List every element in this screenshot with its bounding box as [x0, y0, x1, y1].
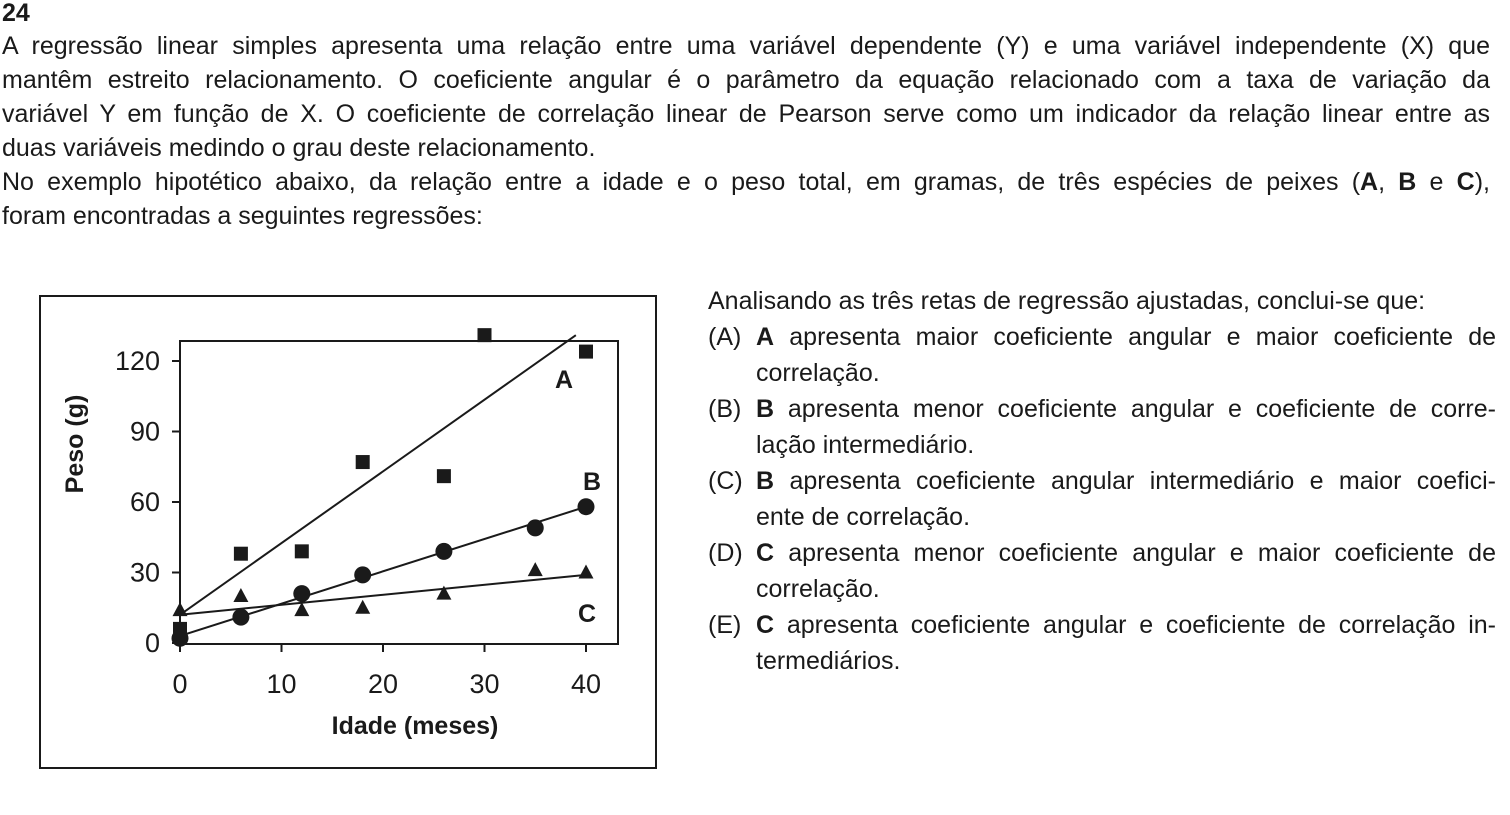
- example-line: foram encontradas a seguintes regressões…: [2, 202, 483, 230]
- option-text: B apresenta coeficiente angular intermed…: [756, 463, 1496, 535]
- option-line-text: apresenta menor coeficiente angular e co…: [774, 395, 1496, 423]
- answer-option-d[interactable]: (D) C apresenta menor coeficiente angular…: [708, 535, 1496, 607]
- option-label: (C): [708, 467, 743, 495]
- regression-line-a: [179, 334, 577, 616]
- species-a-letter: A: [1360, 168, 1379, 196]
- y-tick-label: 90: [130, 417, 160, 447]
- species-b-letter: B: [1398, 168, 1417, 196]
- option-line: B apresenta menor coeficiente angular e …: [756, 391, 1496, 427]
- point-b: [526, 519, 544, 537]
- point-a: [579, 344, 593, 359]
- option-line: correlação.: [756, 575, 880, 603]
- point-c: [578, 564, 594, 579]
- point-b: [293, 585, 311, 603]
- answer-option-c[interactable]: (C) B apresenta coeficiente angular inter…: [708, 463, 1496, 535]
- option-text: C apresenta coeficiente angular e coefic…: [756, 607, 1496, 679]
- point-a: [436, 469, 451, 484]
- option-text: B apresenta menor coeficiente angular e …: [756, 391, 1496, 463]
- option-line: termediários.: [756, 647, 901, 675]
- answer-option-e[interactable]: (E) C apresenta coeficiente angular e coe…: [708, 607, 1496, 679]
- option-line: correlação.: [756, 359, 880, 387]
- example-line: No exemplo hipotético abaixo, da relação…: [2, 165, 1490, 199]
- species-c-letter: C: [1456, 168, 1475, 196]
- answer-option-b[interactable]: (B) B apresenta menor coeficiente angular…: [708, 391, 1496, 463]
- answer-options: Analisando as três retas de regressão aj…: [708, 283, 1496, 679]
- series-label-a: A: [555, 366, 573, 394]
- y-tick-label: 30: [130, 558, 160, 588]
- x-tick-label: 30: [469, 669, 499, 699]
- option-line: A apresenta maior coeficiente angular e …: [756, 319, 1496, 355]
- answer-option-a[interactable]: (A) A apresenta maior coeficiente angular…: [708, 319, 1496, 391]
- option-label: (A): [708, 323, 742, 351]
- example-text: No exemplo hipotético abaixo, da relação…: [2, 168, 1361, 196]
- option-species-letter: C: [756, 611, 775, 639]
- example-text: ,: [1378, 168, 1399, 196]
- point-c: [172, 602, 188, 617]
- point-a: [294, 544, 309, 559]
- option-text: A apresenta maior coeficiente angular e …: [756, 319, 1496, 391]
- point-b: [171, 629, 189, 647]
- option-label: (B): [708, 395, 742, 423]
- option-line-text: apresenta menor coeficiente angular e ma…: [774, 539, 1496, 567]
- point-c: [294, 602, 310, 617]
- option-line: C apresenta menor coeficiente angular e …: [756, 535, 1496, 571]
- option-label: (D): [708, 539, 743, 567]
- point-c: [527, 562, 543, 577]
- y-tick-label: 120: [115, 346, 160, 376]
- point-b: [232, 608, 250, 626]
- point-b: [435, 542, 453, 560]
- regression-chart-svg: 0 30 60 90 120 0 10 20 30 40 Idade (meses) Peso (g)…: [61, 328, 619, 740]
- y-axis-label: Peso (g): [61, 395, 89, 494]
- option-species-letter: B: [756, 467, 775, 495]
- plot-frame: [179, 340, 619, 645]
- x-tick-label: 10: [266, 669, 296, 699]
- point-c: [355, 599, 371, 614]
- intro-line: A regressão linear simples apresenta uma…: [2, 32, 1490, 60]
- option-line-text: apresenta coeficiente angular e coeficie…: [774, 611, 1496, 639]
- options-lead: Analisando as três retas de regressão aj…: [708, 287, 1426, 315]
- option-line-text: apresenta coeficiente angular intermediá…: [774, 467, 1496, 495]
- option-species-letter: A: [756, 323, 775, 351]
- option-line: ente de correlação.: [756, 503, 971, 531]
- y-tick-label: 0: [145, 628, 160, 658]
- x-tick-label: 40: [571, 669, 601, 699]
- option-line-text: apresenta maior coeficiente angular e ma…: [774, 323, 1496, 351]
- point-c: [233, 588, 249, 602]
- option-label: (E): [708, 611, 742, 639]
- option-species-letter: C: [756, 539, 775, 567]
- option-line: lação intermediário.: [756, 431, 975, 459]
- x-axis-label: Idade (meses): [332, 712, 499, 740]
- y-tick-label: 60: [130, 487, 160, 517]
- point-a: [477, 328, 492, 343]
- option-line: B apresenta coeficiente angular intermed…: [756, 463, 1496, 499]
- point-c: [436, 585, 452, 600]
- series-label-c: C: [578, 600, 596, 628]
- option-text: C apresenta menor coeficiente angular e …: [756, 535, 1496, 607]
- intro-paragraph: A regressão linear simples apresenta uma…: [2, 29, 1490, 165]
- example-text: ),: [1474, 168, 1491, 196]
- regression-chart: 0 30 60 90 120 0 10 20 30 40 Idade (meses) Peso (g)…: [39, 295, 657, 769]
- intro-line: mantêm estreito relacionamento. O coefic…: [2, 66, 1490, 94]
- point-a: [233, 546, 248, 561]
- question-number: 24: [2, 0, 30, 27]
- intro-line: variável Y em função de X. O coeficiente…: [2, 100, 1490, 128]
- point-b: [577, 498, 595, 516]
- x-tick-label: 20: [368, 669, 398, 699]
- point-b: [354, 566, 372, 584]
- series-label-b: B: [583, 468, 601, 496]
- x-tick-label: 0: [172, 669, 187, 699]
- option-species-letter: B: [756, 395, 775, 423]
- intro-line: duas variáveis medindo o grau deste rela…: [2, 134, 596, 162]
- example-text: e: [1416, 168, 1457, 196]
- point-a: [355, 455, 370, 470]
- regression-line-c: [179, 573, 587, 616]
- option-line: C apresenta coeficiente angular e coefic…: [756, 607, 1496, 643]
- example-paragraph: No exemplo hipotético abaixo, da relação…: [2, 165, 1490, 233]
